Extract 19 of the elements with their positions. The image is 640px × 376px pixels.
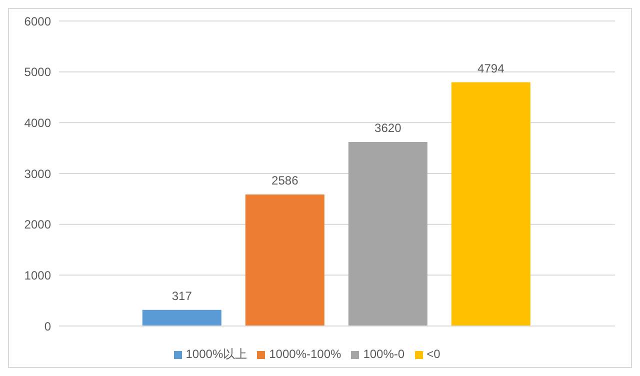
data-label: 4794 [478, 61, 505, 76]
legend-label: 1000%以上 [186, 347, 248, 361]
legend-label: 100%-0 [363, 347, 405, 361]
y-tick-label: 3000 [24, 166, 52, 181]
y-tick-label: 0 [44, 319, 52, 334]
y-tick-label: 2000 [24, 218, 52, 232]
y-tick-label: 1000 [24, 268, 52, 282]
legend-label: <0 [426, 347, 440, 361]
legend-label: 1000%-100% [269, 347, 342, 361]
y-tick-label: 6000 [24, 14, 52, 28]
y-tick-label: 5000 [24, 65, 52, 80]
bar [451, 82, 530, 326]
bar [142, 310, 222, 326]
data-label: 2586 [272, 174, 299, 188]
bar [348, 142, 428, 326]
data-label: 317 [172, 288, 192, 303]
data-label: 3620 [374, 120, 402, 135]
y-tick-label: 4000 [24, 116, 52, 130]
bar [245, 194, 324, 326]
